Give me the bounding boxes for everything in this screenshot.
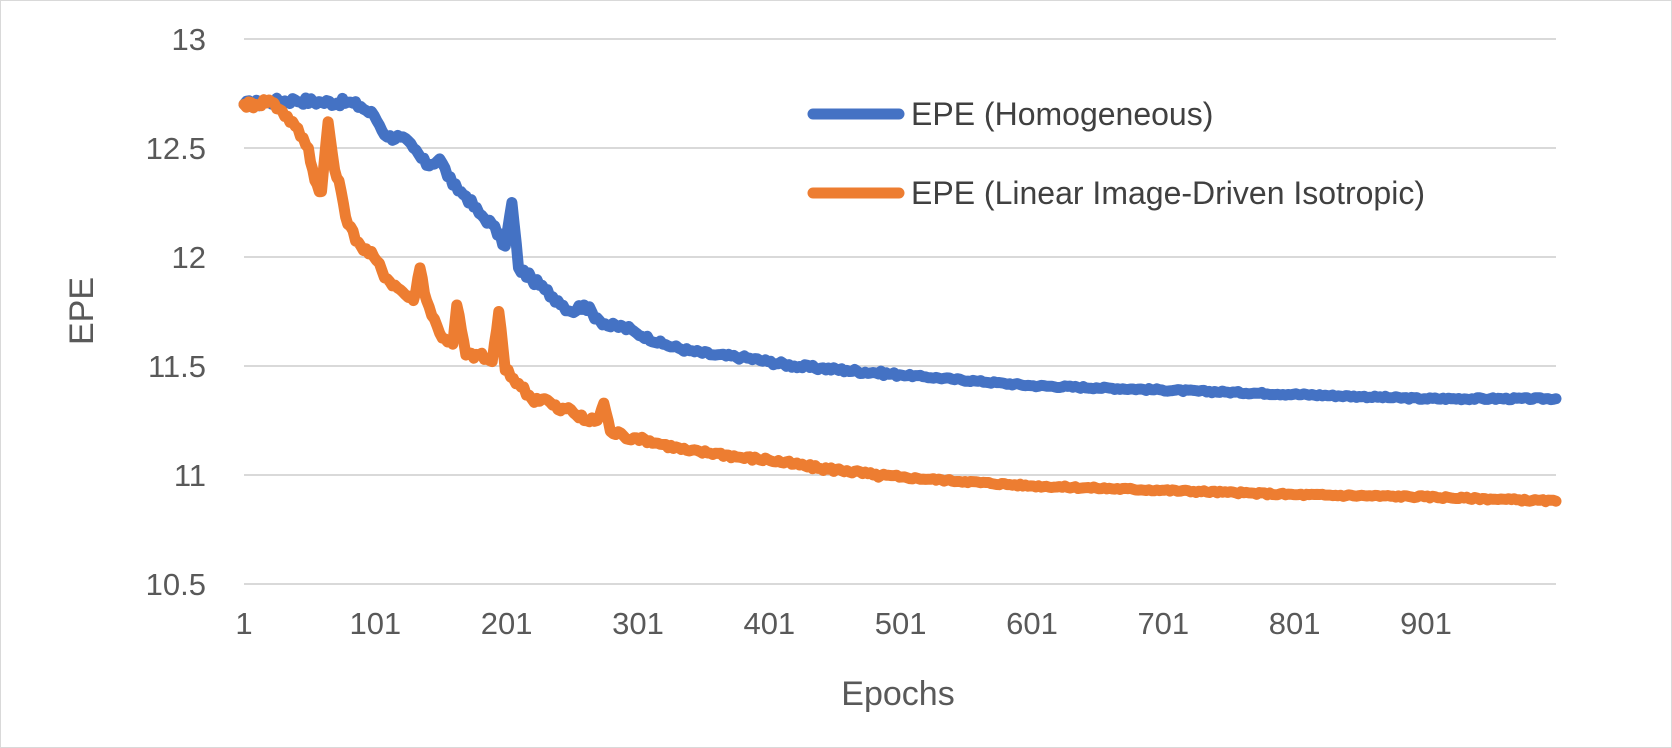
x-axis-tick-labels: 1 101 201 301 401 501 601 701 801 901: [235, 606, 1451, 641]
y-tick-label: 11.5: [148, 349, 206, 384]
series-lines: [238, 92, 1562, 508]
x-tick-label: 1: [235, 606, 252, 641]
x-tick-label: 401: [743, 606, 795, 641]
gridlines: [244, 38, 1556, 585]
y-tick-label: 12: [172, 240, 206, 275]
y-axis-title: EPE: [63, 277, 101, 345]
x-tick-label: 101: [349, 606, 401, 641]
legend-label: EPE (Linear Image-Driven Isotropic): [911, 175, 1425, 211]
y-tick-label: 10.5: [146, 567, 206, 602]
x-tick-label: 801: [1269, 606, 1321, 641]
x-tick-label: 201: [481, 606, 533, 641]
legend-label: EPE (Homogeneous): [911, 96, 1213, 132]
y-axis-tick-labels: 10.5 11 11.5 12 12.5 13: [146, 22, 206, 602]
y-tick-label: 12.5: [146, 131, 206, 166]
y-tick-label: 11: [174, 458, 206, 493]
x-tick-label: 701: [1137, 606, 1189, 641]
series-line-linear-isotropic: [238, 94, 1562, 508]
x-tick-label: 901: [1400, 606, 1452, 641]
series-line-homogeneous: [238, 92, 1562, 406]
legend: EPE (Homogeneous) EPE (Linear Image-Drive…: [807, 96, 1425, 211]
x-tick-label: 601: [1006, 606, 1058, 641]
y-tick-label: 13: [172, 22, 206, 57]
x-tick-label: 301: [612, 606, 664, 641]
x-axis-title: Epochs: [841, 675, 954, 713]
x-tick-label: 501: [875, 606, 927, 641]
